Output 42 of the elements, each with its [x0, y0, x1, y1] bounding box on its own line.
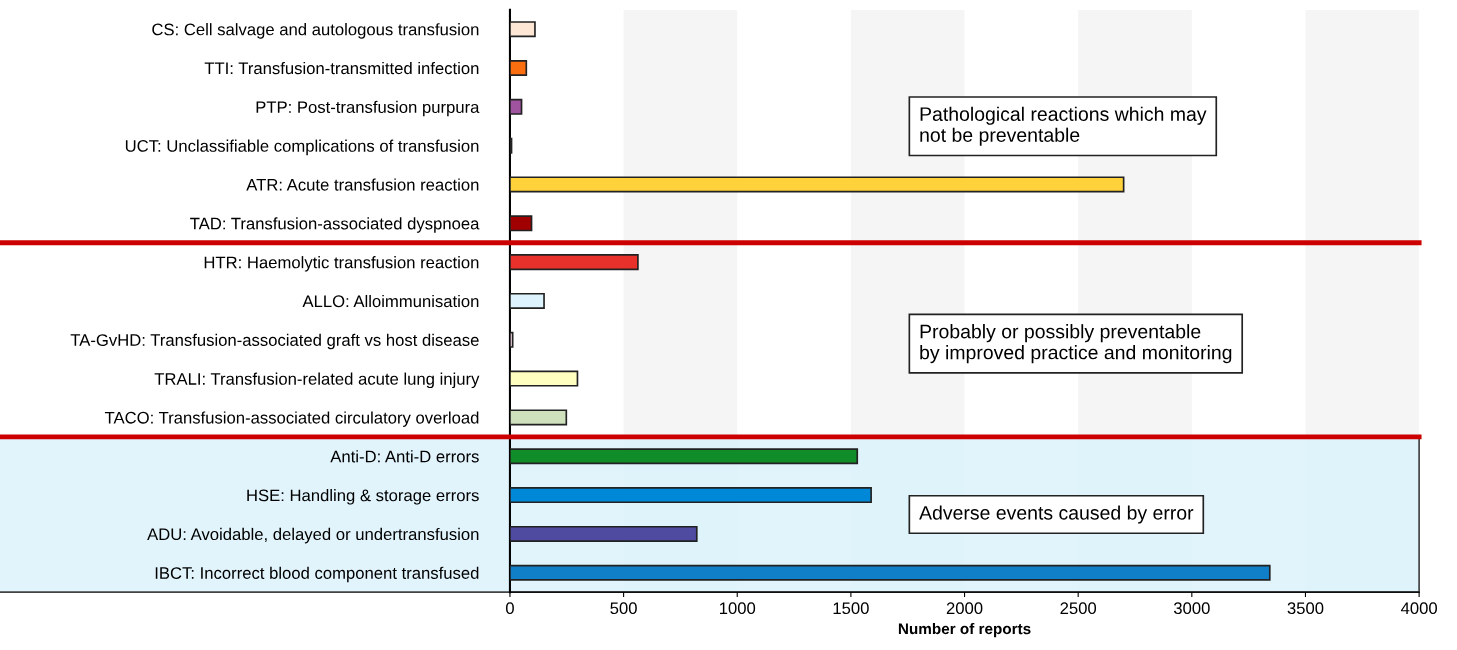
y-tick-label: ALLO: Alloimmunisation: [302, 294, 479, 308]
x-tick-label: 3500: [1287, 602, 1324, 615]
bar: [509, 254, 639, 271]
bar: [509, 564, 1271, 581]
y-tick-label: HTR: Haemolytic transfusion reaction: [204, 256, 479, 272]
bar: [509, 176, 1125, 193]
bar: [509, 487, 872, 504]
x-tick-label: 3000: [1173, 602, 1210, 615]
annotation: Pathological reactions which may not be preventable: [920, 106, 1207, 146]
y-tick-label: CS: Cell salvage and autologous transfusion: [152, 23, 479, 39]
y-tick-label: IBCT: Incorrect blood component transfused: [155, 566, 479, 583]
y-tick-label: HSE: Handling & storage errors: [247, 489, 479, 505]
y-tick-label: Anti-D: Anti-D errors: [330, 450, 479, 463]
annotation: Probably or possibly preventable by improved practice and monitoring: [920, 324, 1232, 364]
bar: [509, 448, 859, 465]
y-tick-label: TRALI: Transfusion-related acute lung injury: [154, 372, 480, 389]
bar: [509, 370, 579, 387]
x-tick-label: 2500: [1060, 602, 1097, 615]
bar: [509, 525, 698, 542]
y-tick-label: TACO: Transfusion-associated circulatory overload: [104, 411, 479, 427]
bar: [509, 21, 536, 38]
x-tick-label: 500: [610, 602, 637, 615]
y-tick-label: TTI: Transfusion-transmitted infection: [204, 61, 479, 75]
x-tick-label: 1500: [833, 602, 869, 615]
y-tick-label: PTP: Post-transfusion purpura: [256, 100, 480, 117]
x-tick-label: 1000: [719, 602, 756, 615]
y-tick-label: TA-GvHD: Transfusion-associated graft vs host disease: [70, 333, 479, 350]
annotation: Adverse events caused by error: [919, 505, 1194, 524]
x-tick-label: 0: [505, 602, 514, 615]
x-tick-label: 2000: [946, 602, 983, 615]
x-tick-label: 4000: [1400, 602, 1438, 615]
y-tick-label: TAD: Transfusion-associated dyspnoea: [190, 217, 480, 233]
bar: [509, 409, 568, 426]
bar: [509, 331, 514, 348]
bar: [509, 292, 545, 309]
y-tick-label: ADU: Avoidable, delayed or undertransfusion: [147, 527, 479, 544]
bar: [509, 98, 523, 115]
bar: [509, 215, 533, 232]
y-tick-label: ATR: Acute transfusion reaction: [246, 178, 479, 191]
y-tick-label: UCT: Unclassifiable complications of transfusion: [125, 139, 479, 156]
x-axis-title: Number of reports: [898, 622, 1031, 638]
bar: [509, 59, 528, 77]
